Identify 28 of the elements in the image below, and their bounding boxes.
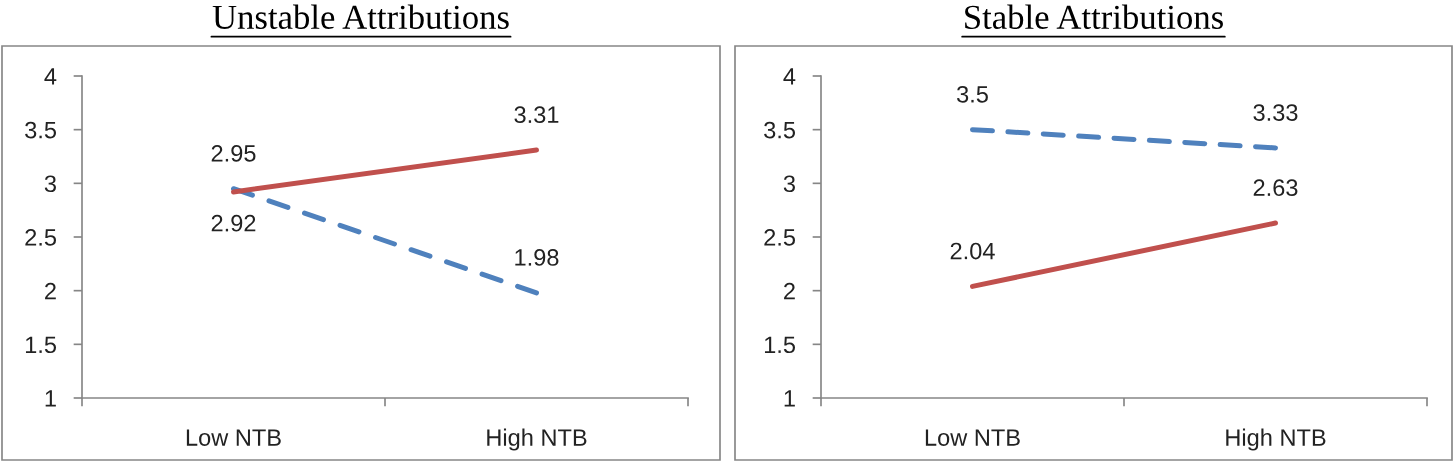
y-tick-label: 3.5 bbox=[764, 121, 796, 139]
data-label: 3.31 bbox=[514, 106, 559, 124]
data-label: 1.98 bbox=[515, 249, 559, 266]
data-label: 3.33 bbox=[1253, 104, 1298, 121]
x-tick-label: High NTB bbox=[487, 428, 587, 451]
y-tick-label: 2 bbox=[784, 282, 795, 300]
y-tick-label: 3 bbox=[783, 175, 795, 193]
chart-title: Stable Attributions bbox=[965, 4, 1223, 30]
y-tick-label: 4 bbox=[783, 68, 796, 85]
data-label: 2.04 bbox=[950, 242, 995, 260]
chart-title: Unstable Attributions bbox=[212, 4, 509, 30]
x-tick-label: High NTB bbox=[1226, 428, 1326, 451]
data-label: 2.92 bbox=[211, 214, 256, 232]
data-label: 3.5 bbox=[956, 85, 988, 103]
x-tick-label: Low NTB bbox=[186, 429, 281, 446]
y-tick-label: 3 bbox=[44, 175, 56, 193]
y-tick-label: 3.5 bbox=[25, 121, 57, 139]
y-tick-label: 2.5 bbox=[764, 229, 796, 246]
y-tick-label: 1 bbox=[784, 390, 795, 407]
y-tick-label: 1.5 bbox=[764, 336, 796, 354]
y-tick-label: 1.5 bbox=[25, 336, 57, 354]
y-tick-label: 2 bbox=[45, 282, 56, 300]
y-tick-label: 4 bbox=[44, 68, 57, 85]
data-label: 2.63 bbox=[1253, 179, 1298, 197]
y-tick-label: 1 bbox=[45, 390, 56, 407]
y-tick-label: 2.5 bbox=[25, 229, 57, 246]
data-label: 2.95 bbox=[211, 144, 256, 162]
x-tick-label: Low NTB bbox=[925, 429, 1020, 446]
